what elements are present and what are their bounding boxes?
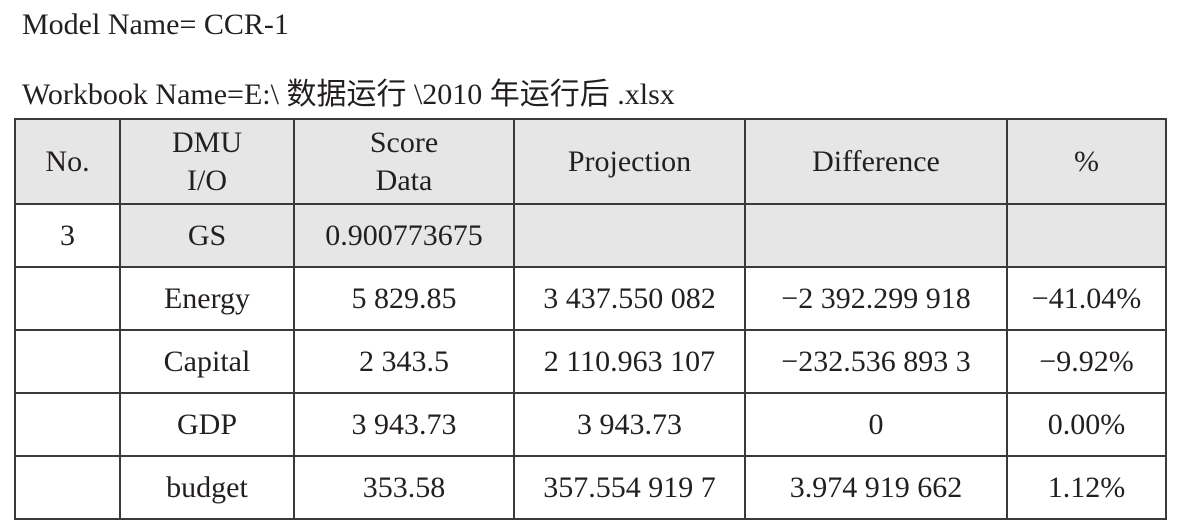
cell: 0.900773675 xyxy=(293,203,515,268)
data-row: GDP 3 943.73 3 943.73 0 0.00% xyxy=(14,392,1167,457)
data-row: budget 353.58 357.554 919 7 3.974 919 662 1.… xyxy=(14,455,1167,520)
data-row: Energy 5 829.85 3 437.550 082 −2 392.299 91… xyxy=(14,266,1167,331)
cell: 3 943.73 xyxy=(513,392,746,457)
cell: −232.536 893 3 xyxy=(744,329,1008,394)
cell xyxy=(14,266,121,331)
cell: 3 943.73 xyxy=(293,392,515,457)
cell: GDP xyxy=(119,392,295,457)
header-text: % xyxy=(1074,144,1099,178)
workbook-name: Workbook Name=E:\ 数据运行 \2010 年运行后 .xlsx xyxy=(22,78,675,111)
cell: budget xyxy=(119,455,295,520)
header-text: Projection xyxy=(567,144,692,178)
cell: 3 437.550 082 xyxy=(513,266,746,331)
cell: 2 343.5 xyxy=(293,329,515,394)
header-text: Difference xyxy=(812,144,940,178)
cell xyxy=(1006,203,1167,268)
header-cell: No. xyxy=(14,118,121,205)
header-cell: Difference xyxy=(744,118,1008,205)
header-cell: % xyxy=(1006,118,1167,205)
header-text: I/O xyxy=(187,163,227,197)
cell: Capital xyxy=(119,329,295,394)
cell: 3.974 919 662 xyxy=(744,455,1008,520)
cell: −9.92% xyxy=(1006,329,1167,394)
cell xyxy=(14,455,121,520)
data-row: 3 GS 0.900773675 xyxy=(14,203,1167,268)
cell: −41.04% xyxy=(1006,266,1167,331)
header-cell: DMU I/O xyxy=(119,118,295,205)
cell: 3 xyxy=(14,203,121,268)
cell: 353.58 xyxy=(293,455,515,520)
cell: 0 xyxy=(744,392,1008,457)
model-name: Model Name= CCR-1 xyxy=(22,8,289,41)
data-row: Capital 2 343.5 2 110.963 107 −232.536 893 … xyxy=(14,329,1167,394)
header-text: Score xyxy=(369,125,439,159)
cell xyxy=(744,203,1008,268)
cell xyxy=(513,203,746,268)
header-cell: Projection xyxy=(513,118,746,205)
header-row: No. DMU I/O Score Data Projection Difference% xyxy=(14,118,1167,205)
cell: 357.554 919 7 xyxy=(513,455,746,520)
cell: 2 110.963 107 xyxy=(513,329,746,394)
cell: −2 392.299 918 xyxy=(744,266,1008,331)
cell: 5 829.85 xyxy=(293,266,515,331)
header-cell: Score Data xyxy=(293,118,515,205)
cell: 1.12% xyxy=(1006,455,1167,520)
results-table: No. DMU I/O Score Data Projection Difference% 3… xyxy=(14,118,1167,520)
cell: 0.00% xyxy=(1006,392,1167,457)
cell xyxy=(14,329,121,394)
header-text: DMU xyxy=(171,125,242,159)
header-text: No. xyxy=(45,144,90,178)
cell: GS xyxy=(119,203,295,268)
cell: Energy xyxy=(119,266,295,331)
cell xyxy=(14,392,121,457)
header-text: Data xyxy=(375,163,433,197)
